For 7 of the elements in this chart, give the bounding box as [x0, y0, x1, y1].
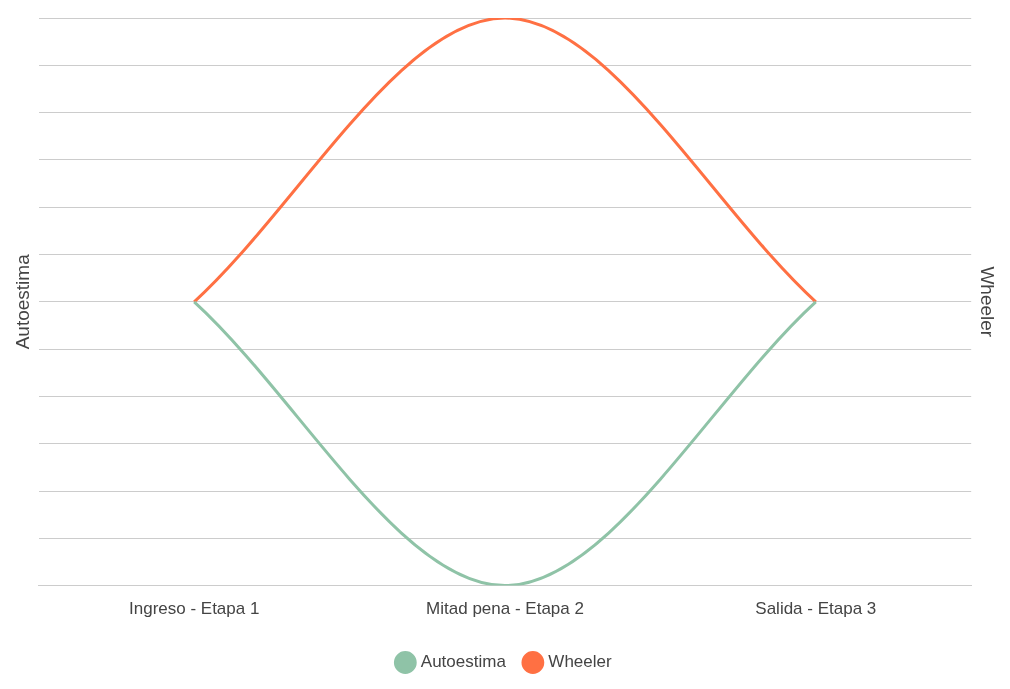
x-tick-label: Ingreso - Etapa 1: [128, 599, 260, 619]
x-tick-label: Salida - Etapa 3: [755, 599, 877, 619]
y-axis-title: Autoestima: [11, 253, 33, 350]
legend-label: Wheeler: [548, 652, 613, 672]
y2-axis-title: Wheeler: [977, 266, 999, 338]
x-tick-label: Mitad pena - Etapa 2: [426, 599, 584, 619]
legend-label: Autoestima: [420, 652, 507, 672]
